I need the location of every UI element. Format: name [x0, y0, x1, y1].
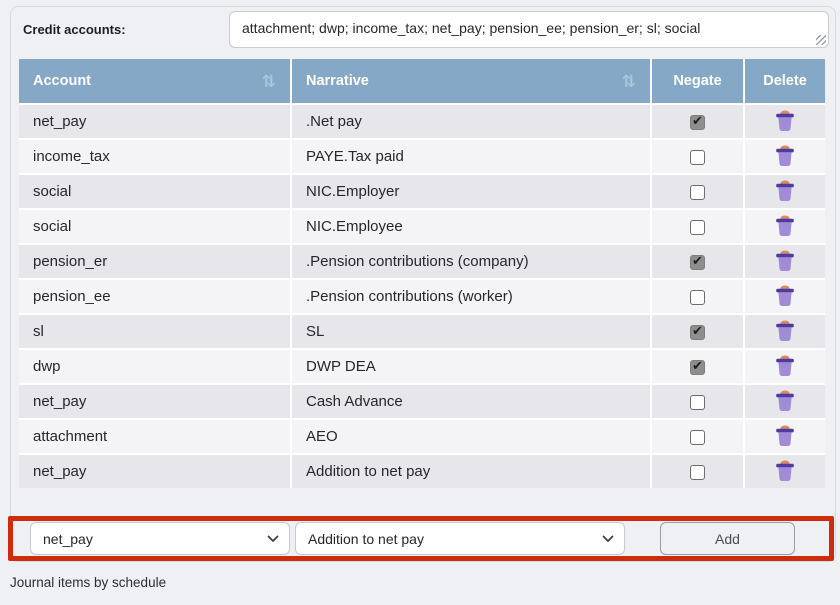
negate-checkbox[interactable] — [690, 149, 705, 165]
account-cell: net_pay — [19, 453, 292, 488]
account-cell: pension_er — [19, 243, 292, 278]
sort-icon[interactable]: ⇅ — [261, 71, 276, 91]
credit-accounts-panel: Credit accounts: attachment; dwp; income… — [10, 6, 836, 562]
narrative-cell: DWP DEA — [292, 348, 652, 383]
column-label-account: Account — [33, 73, 91, 89]
narrative-cell: Addition to net pay — [292, 453, 652, 488]
account-cell: social — [19, 173, 292, 208]
column-header-narrative[interactable]: Narrative ⇅ — [292, 59, 652, 103]
table-row: social NIC.Employee — [19, 208, 825, 243]
table-row: net_pay Cash Advance — [19, 383, 825, 418]
narrative-cell: NIC.Employer — [292, 173, 652, 208]
negate-checkbox[interactable] — [690, 394, 705, 410]
journal-items-heading: Journal items by schedule — [10, 575, 167, 590]
column-label-narrative: Narrative — [306, 73, 369, 89]
account-cell: dwp — [19, 348, 292, 383]
table-row: pension_ee .Pension contributions (worke… — [19, 278, 825, 313]
column-header-negate: Negate — [652, 59, 745, 103]
delete-trash-icon[interactable] — [775, 458, 795, 482]
table-row: social NIC.Employer — [19, 173, 825, 208]
delete-trash-icon[interactable] — [775, 423, 795, 447]
delete-trash-icon[interactable] — [775, 213, 795, 237]
add-row-highlighted: net_pay Addition to net pay Add — [8, 516, 834, 561]
negate-checkbox[interactable] — [690, 219, 705, 235]
narrative-cell: NIC.Employee — [292, 208, 652, 243]
delete-trash-icon[interactable] — [775, 318, 795, 342]
account-cell: income_tax — [19, 138, 292, 173]
table-row: net_pay Addition to net pay — [19, 453, 825, 488]
delete-trash-icon[interactable] — [775, 248, 795, 272]
credit-accounts-field-wrap: attachment; dwp; income_tax; net_pay; pe… — [229, 11, 829, 48]
account-cell: sl — [19, 313, 292, 348]
negate-checkbox[interactable] — [690, 253, 705, 270]
delete-trash-icon[interactable] — [775, 178, 795, 202]
delete-trash-icon[interactable] — [775, 388, 795, 412]
credit-accounts-label: Credit accounts: — [23, 22, 126, 37]
account-cell: net_pay — [19, 383, 292, 418]
table-row: attachment AEO — [19, 418, 825, 453]
account-cell: pension_ee — [19, 278, 292, 313]
table-row: income_tax PAYE.Tax paid — [19, 138, 825, 173]
column-header-account[interactable]: Account ⇅ — [19, 59, 292, 103]
table-body: net_pay .Net pay income_tax PAYE.Tax pai… — [19, 103, 825, 488]
account-select[interactable]: net_pay — [30, 522, 290, 555]
narrative-cell: .Net pay — [292, 103, 652, 138]
table-row: net_pay .Net pay — [19, 103, 825, 138]
delete-trash-icon[interactable] — [775, 353, 795, 377]
table-row: dwp DWP DEA — [19, 348, 825, 383]
table-header-row: Account ⇅ Narrative ⇅ Negate Delete — [19, 59, 825, 103]
column-header-delete: Delete — [745, 59, 825, 103]
narrative-cell: PAYE.Tax paid — [292, 138, 652, 173]
delete-trash-icon[interactable] — [775, 143, 795, 167]
negate-checkbox[interactable] — [690, 323, 705, 340]
accounts-table: Account ⇅ Narrative ⇅ Negate Delete net_… — [19, 59, 825, 488]
negate-checkbox[interactable] — [690, 429, 705, 445]
negate-checkbox[interactable] — [690, 113, 705, 130]
delete-trash-icon[interactable] — [775, 108, 795, 132]
account-cell: social — [19, 208, 292, 243]
narrative-select[interactable]: Addition to net pay — [295, 522, 625, 555]
narrative-cell: .Pension contributions (company) — [292, 243, 652, 278]
sort-icon[interactable]: ⇅ — [621, 71, 636, 91]
narrative-cell: AEO — [292, 418, 652, 453]
narrative-select-wrap: Addition to net pay — [295, 522, 625, 555]
negate-checkbox[interactable] — [690, 464, 705, 480]
credit-accounts-input[interactable]: attachment; dwp; income_tax; net_pay; pe… — [229, 11, 829, 48]
narrative-cell: Cash Advance — [292, 383, 652, 418]
negate-checkbox[interactable] — [690, 289, 705, 305]
table-row: sl SL — [19, 313, 825, 348]
narrative-cell: .Pension contributions (worker) — [292, 278, 652, 313]
negate-checkbox[interactable] — [690, 184, 705, 200]
account-select-wrap: net_pay — [30, 522, 290, 555]
narrative-cell: SL — [292, 313, 652, 348]
table-row: pension_er .Pension contributions (compa… — [19, 243, 825, 278]
delete-trash-icon[interactable] — [775, 283, 795, 307]
add-button[interactable]: Add — [660, 522, 795, 555]
account-cell: attachment — [19, 418, 292, 453]
negate-checkbox[interactable] — [690, 358, 705, 375]
account-cell: net_pay — [19, 103, 292, 138]
